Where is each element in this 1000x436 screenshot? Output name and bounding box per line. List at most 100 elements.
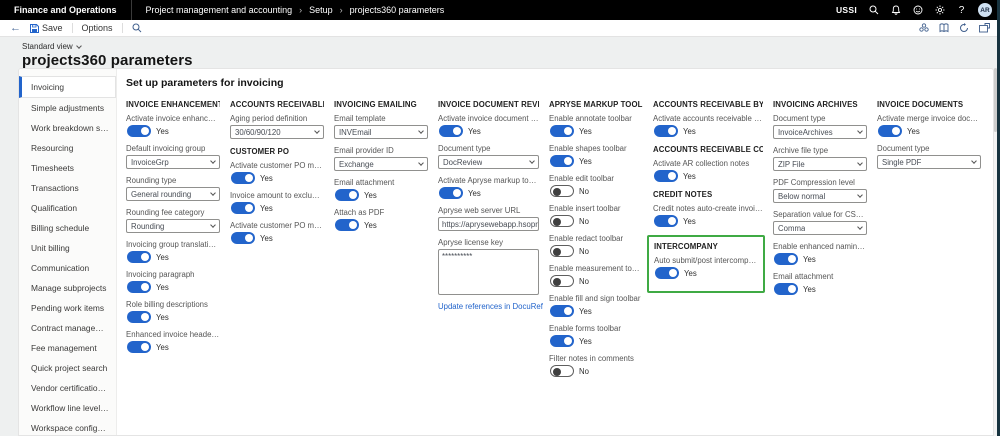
dropdown-email-template[interactable]: INVEmail	[334, 125, 428, 139]
section-intercompany: INTERCOMPANY Auto submit/post intercompan…	[647, 235, 765, 293]
toggle-auto-submit-post-intercompany[interactable]	[655, 267, 679, 279]
toggle-activate-merge-invoice-documents[interactable]	[878, 125, 902, 137]
toggle-enable-annotate-toolbar[interactable]	[550, 125, 574, 137]
toggle-filter-notes-in-comments[interactable]	[550, 365, 574, 377]
settings-gear-icon[interactable]	[934, 5, 945, 16]
toggle-enhanced-invoice-header-footer[interactable]	[127, 341, 151, 353]
vertical-scrollbar[interactable]	[994, 68, 997, 436]
breadcrumb-page[interactable]: projects360 parameters	[349, 5, 445, 15]
dropdown-value: InvoiceGrp	[131, 157, 169, 167]
sidebar-item-quick-project-search[interactable]: Quick project search	[31, 363, 108, 373]
dropdown-separation-value-for-csv-file[interactable]: Comma	[773, 221, 867, 235]
sidebar-item-vendor-certifications-by-project[interactable]: Vendor certifications by project	[31, 383, 116, 393]
sidebar-item-workflow-line-level-approval[interactable]: Workflow line level approval	[31, 403, 116, 413]
sidebar-item-invoicing[interactable]: Invoicing	[19, 76, 116, 98]
toggle-activate-accounts-receivable-by-p[interactable]	[654, 125, 678, 137]
feedback-smiley-icon[interactable]	[912, 5, 923, 16]
field-label: Default invoicing group	[126, 144, 206, 153]
power-apps-icon[interactable]	[919, 23, 929, 33]
toggle-enable-forms-toolbar[interactable]	[550, 335, 574, 347]
sidebar-item-contract-management[interactable]: Contract management	[31, 323, 114, 333]
toggle-activate-invoice-enhancements[interactable]	[127, 125, 151, 137]
breadcrumb-setup[interactable]: Setup	[309, 5, 333, 15]
toggle-activate-invoice-document-review[interactable]	[439, 125, 463, 137]
toggle-activate-ar-collection-notes[interactable]	[654, 170, 678, 182]
field-auto-submit-post-intercompany: Auto submit/post intercompany ... Yes	[654, 256, 758, 279]
sidebar-item-timesheets[interactable]: Timesheets	[31, 163, 74, 173]
toggle-enable-fill-and-sign-toolbar[interactable]	[550, 305, 574, 317]
search-icon[interactable]	[868, 5, 879, 16]
toggle-email-attachment[interactable]	[774, 283, 798, 295]
sidebar-item-pending-work-items[interactable]: Pending work items	[31, 303, 105, 313]
dropdown-document-type[interactable]: InvoiceArchives	[773, 125, 867, 139]
save-button[interactable]: Save	[30, 23, 63, 33]
help-icon[interactable]: ?	[958, 4, 965, 16]
toggle-invoicing-paragraph[interactable]	[127, 281, 151, 293]
toggle-activate-customer-po-managem[interactable]	[231, 232, 255, 244]
open-in-new-window-icon[interactable]	[979, 23, 990, 33]
section-customer-po: CUSTOMER PO Activate customer PO matching…	[230, 147, 324, 244]
sidebar-item-work-breakdown-structure[interactable]: Work breakdown structure	[31, 123, 116, 133]
app-name[interactable]: Finance and Operations	[14, 5, 117, 15]
sidebar-item-workspace-configuration[interactable]: Workspace configuration	[31, 423, 116, 433]
toggle-enable-edit-toolbar[interactable]	[550, 185, 574, 197]
back-button[interactable]: ←	[10, 21, 21, 34]
field-label: Activate merge invoice documents	[877, 114, 981, 123]
view-selector[interactable]: Standard view	[22, 42, 1000, 51]
scrollbar-thumb[interactable]	[994, 68, 997, 132]
toggle-enable-enhanced-naming-conven[interactable]	[774, 253, 798, 265]
sidebar-item-unit-billing[interactable]: Unit billing	[31, 243, 70, 253]
sidebar-item-resourcing[interactable]: Resourcing	[31, 143, 74, 153]
toggle-row: Yes	[126, 125, 220, 137]
sidebar-item-billing-schedule[interactable]: Billing schedule	[31, 223, 90, 233]
toggle-enable-measurement-toolbar[interactable]	[550, 275, 574, 287]
dropdown-document-type[interactable]: DocReview	[438, 155, 539, 169]
toggle-enable-insert-toolbar[interactable]	[550, 215, 574, 227]
toggle-state-label: Yes	[156, 312, 169, 322]
field-apryse-license-key: Apryse license key **********	[438, 238, 539, 295]
toggle-enable-redact-toolbar[interactable]	[550, 245, 574, 257]
dropdown-default-invoicing-group[interactable]: InvoiceGrp	[126, 155, 220, 169]
toggle-row: Yes	[230, 232, 324, 244]
toggle-activate-apryse-markup-tool-pre[interactable]	[439, 187, 463, 199]
notifications-bell-icon[interactable]	[890, 5, 901, 16]
dropdown-pdf-compression-level[interactable]: Below normal	[773, 189, 867, 203]
toggle-invoicing-group-translations[interactable]	[127, 251, 151, 263]
toggle-credit-notes-auto-create-invoice[interactable]	[654, 215, 678, 227]
text-input-apryse-web-server-url[interactable]: https://aprysewebapp.hsopro...	[438, 217, 539, 231]
toggle-attach-as-pdf[interactable]	[335, 219, 359, 231]
breadcrumb-module[interactable]: Project management and accounting	[145, 5, 293, 15]
dropdown-archive-file-type[interactable]: ZIP File	[773, 157, 867, 171]
field-label: Separation value for CSV file	[773, 210, 867, 219]
sidebar-item-qualification[interactable]: Qualification	[31, 203, 78, 213]
dropdown-aging-period-definition[interactable]: 30/60/90/120	[230, 125, 324, 139]
textarea-apryse-license-key[interactable]: **********	[438, 249, 539, 295]
topbar-right-controls: USSI ? AR	[836, 3, 1000, 17]
search-form-icon[interactable]	[132, 23, 142, 33]
toggle-role-billing-descriptions[interactable]	[127, 311, 151, 323]
dropdown-email-provider-id[interactable]: Exchange	[334, 157, 428, 171]
link-update-references-in-docuref[interactable]: Update references in DocuRef	[438, 302, 543, 311]
toggle-row: Yes	[334, 219, 428, 231]
dropdown-rounding-fee-category[interactable]: Rounding	[126, 219, 220, 233]
sidebar-item-fee-management[interactable]: Fee management	[31, 343, 97, 353]
user-avatar[interactable]: AR	[978, 3, 992, 17]
sidebar-item-simple-adjustments[interactable]: Simple adjustments	[31, 103, 105, 113]
options-button[interactable]: Options	[82, 23, 113, 33]
field-label: Activate invoice document review	[438, 114, 539, 123]
guide-book-icon[interactable]	[939, 23, 949, 33]
refresh-icon[interactable]	[959, 23, 969, 33]
chevron-down-icon	[857, 128, 863, 134]
dropdown-rounding-type[interactable]: General rounding	[126, 187, 220, 201]
toggle-email-attachment[interactable]	[335, 189, 359, 201]
toggle-state-label: Yes	[260, 233, 273, 243]
sidebar-item-manage-subprojects[interactable]: Manage subprojects	[31, 283, 107, 293]
dropdown-document-type[interactable]: Single PDF	[877, 155, 981, 169]
toggle-state-label: Yes	[803, 284, 816, 294]
sidebar-item-transactions[interactable]: Transactions	[31, 183, 79, 193]
toggle-enable-shapes-toolbar[interactable]	[550, 155, 574, 167]
toggle-activate-customer-po-matching[interactable]	[231, 172, 255, 184]
field-label: Enable redact toolbar	[549, 234, 624, 243]
sidebar-item-communication[interactable]: Communication	[31, 263, 90, 273]
toggle-invoice-amount-to-exclude-tax[interactable]	[231, 202, 255, 214]
